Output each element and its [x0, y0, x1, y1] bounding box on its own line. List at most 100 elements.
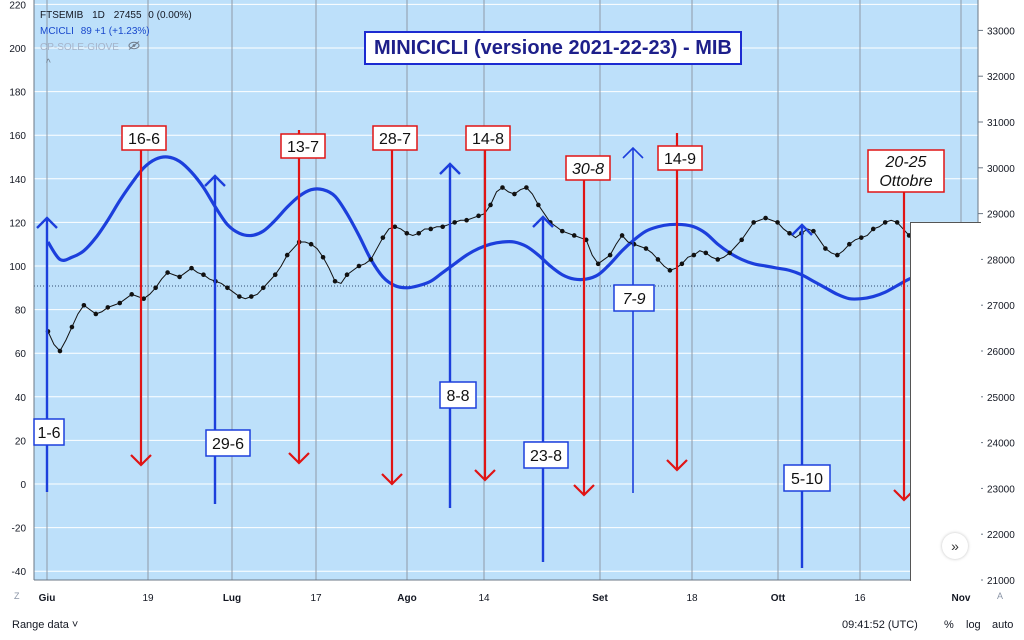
corner-left-label[interactable]: Z [14, 591, 20, 601]
right-tick-label: 24000 [987, 439, 1015, 450]
eye-off-icon[interactable] [128, 40, 140, 56]
price-point [823, 246, 828, 251]
left-tick-label: 100 [9, 262, 26, 273]
price-point [751, 220, 756, 225]
indicator1-name: MCICLI [40, 26, 74, 37]
right-tick-label: 26000 [987, 347, 1015, 358]
price-point [679, 261, 685, 267]
price-point [416, 231, 422, 236]
price-point [607, 252, 613, 258]
price-point [332, 278, 338, 284]
right-tick-label: 21000 [987, 576, 1015, 587]
left-tick-label: 120 [9, 218, 26, 229]
price-point [691, 252, 697, 258]
corner-right-label[interactable]: A [997, 591, 1004, 601]
log-toggle[interactable]: log [966, 619, 981, 631]
price-point [655, 257, 661, 262]
price-point [595, 261, 601, 267]
price-point [763, 215, 768, 221]
left-tick-label: 220 [9, 0, 26, 11]
price-point [380, 235, 386, 240]
top-marker-label-line2: Ottobre [879, 173, 932, 190]
price-point [189, 265, 194, 271]
left-tick-label: 20 [15, 436, 27, 447]
price-point [272, 272, 278, 278]
bottom-marker-arrowhead [791, 223, 813, 236]
price-point [643, 246, 649, 251]
price-point [356, 263, 362, 269]
bottom-marker-label: 1-6 [37, 425, 60, 442]
bottom-marker-arrowhead [36, 216, 58, 229]
price-point [141, 296, 146, 302]
price-point [237, 294, 242, 299]
price-point [368, 257, 374, 262]
bottom-marker-box [783, 464, 831, 492]
last-value: 27455 [113, 10, 142, 21]
top-marker-box [372, 125, 418, 151]
left-tick-label: 140 [9, 175, 26, 186]
top-marker-box [867, 149, 945, 193]
price-point [870, 226, 876, 232]
bottom-marker-box [439, 381, 477, 409]
scroll-forward-button[interactable]: » [942, 533, 968, 559]
price-point [667, 268, 673, 273]
x-tick-label: 16 [854, 593, 866, 604]
collapse-caret-icon[interactable]: ^ [46, 58, 51, 69]
x-tick-label: Ott [771, 593, 786, 604]
x-tick-label: 14 [478, 593, 490, 604]
right-tick-label: 22000 [987, 530, 1015, 541]
x-tick-label: Set [592, 593, 608, 604]
legend-collapse[interactable]: ^ [40, 56, 192, 72]
price-point [835, 252, 840, 258]
price-point [308, 241, 314, 247]
x-tick-label: Lug [223, 593, 241, 604]
markers-layer: 16-6 13-7 28-7 14-8 30-8 14-9 20-25 Ottobre 1-6 2… [33, 125, 945, 568]
range-data-dropdown[interactable]: Range data ˅ [12, 619, 79, 631]
top-marker-label: 20-25 [885, 154, 927, 171]
bottom-marker-label: 8-8 [446, 388, 469, 405]
top-marker-box [121, 125, 167, 151]
right-tick-label: 28000 [987, 255, 1015, 266]
left-tick-label: 160 [9, 131, 26, 142]
x-axis: Giu 19 Lug 17 Ago 14 Set 18 Ott 16 Nov [34, 579, 978, 604]
chart-background [34, 0, 978, 580]
left-tick-label: 0 [20, 480, 26, 491]
price-point [344, 272, 350, 278]
top-marker-box [465, 125, 511, 151]
bottom-marker-label: 23-8 [530, 448, 562, 465]
blank-panel [910, 222, 981, 581]
legend-row-indicator2[interactable]: CP-SOLE-GIOVE [40, 40, 192, 56]
price-point [715, 257, 721, 262]
indicator2-name: CP-SOLE-GIOVE [40, 42, 119, 53]
change-value: 0 (0.00%) [148, 10, 192, 21]
price-point [177, 274, 182, 280]
top-marker-label: 16-6 [128, 131, 160, 148]
price-point [476, 213, 481, 219]
bottom-marker-arrowhead [532, 215, 554, 228]
right-tick-label: 29000 [987, 210, 1015, 221]
left-tick-label: 180 [9, 88, 26, 99]
price-point [775, 220, 780, 225]
timeframe[interactable]: 1D [92, 10, 105, 21]
symbol-name[interactable]: FTSEMIB [40, 10, 84, 21]
auto-toggle[interactable]: auto [992, 619, 1014, 631]
price-point [105, 305, 111, 310]
bottom-marker-box [205, 429, 251, 457]
percent-toggle[interactable]: % [944, 619, 954, 631]
left-tick-label: 200 [9, 44, 26, 55]
price-point [882, 220, 888, 225]
price-point [703, 250, 709, 256]
price-point [57, 348, 63, 354]
top-marker-arrowhead [381, 473, 403, 486]
right-tick-label: 33000 [987, 26, 1015, 37]
price-point [225, 285, 230, 291]
top-marker-arrowhead [666, 459, 688, 472]
top-marker-arrowhead [288, 452, 310, 465]
price-point [811, 228, 816, 234]
price-point [117, 300, 123, 306]
x-tick-label: 19 [142, 593, 154, 604]
legend-row-indicator1[interactable]: MCICLI 89 +1 (+1.23%) [40, 24, 192, 40]
bottom-marker-arrowhead [622, 146, 644, 159]
price-point [404, 231, 410, 236]
